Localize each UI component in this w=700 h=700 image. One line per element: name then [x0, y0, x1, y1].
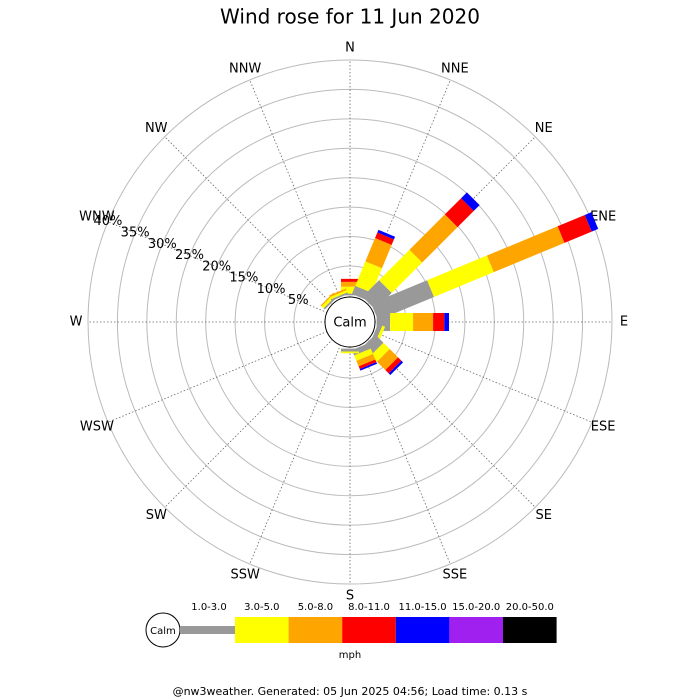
bar-segment: [377, 349, 399, 371]
legend-swatch: [449, 617, 503, 643]
spoke: [164, 136, 351, 323]
bar-segment: [433, 313, 445, 331]
bar-segment: [341, 281, 359, 287]
direction-label: NE: [535, 121, 553, 136]
spoke: [349, 321, 536, 508]
bar-segment: [341, 348, 359, 352]
spoke: [164, 321, 351, 508]
legend-label: 8.0-11.0: [348, 602, 390, 613]
bar-segment: [388, 360, 404, 376]
grid: N NNE NE ENE E ESE SE SSE S SSW SW WSW W WNW NW NNW 5%10…: [70, 41, 629, 604]
direction-label: SSW: [230, 568, 260, 583]
r-tick-label: 10%: [257, 282, 286, 297]
spoke: [107, 221, 351, 323]
legend-label: 1.0-3.0: [191, 602, 226, 613]
bar-segment: [341, 351, 359, 354]
legend-swatch: [235, 617, 289, 643]
bar-segment: [486, 226, 565, 273]
bar-segment: [371, 280, 435, 321]
bar-segment: [330, 292, 349, 301]
direction-label: NNE: [441, 61, 469, 76]
bar-segment: [329, 288, 347, 298]
bar-segment: [413, 313, 434, 331]
bar-segment: [354, 348, 373, 361]
r-tick-label: 5%: [288, 293, 309, 308]
bar-segment: [358, 359, 377, 370]
bar-segment: [390, 313, 414, 331]
r-tick-label: 20%: [202, 259, 231, 274]
bar-segment: [461, 192, 480, 211]
bar-segment: [370, 342, 390, 362]
direction-label: W: [70, 315, 83, 330]
bar-segment: [409, 214, 458, 263]
grid-ring: [87, 59, 613, 585]
spoke: [249, 79, 351, 323]
bar-segment: [444, 198, 474, 228]
bar-segment: [557, 214, 592, 243]
legend-swatch: [180, 626, 235, 634]
legend-label: 5.0-8.0: [298, 602, 333, 613]
bar-segment: [341, 278, 359, 282]
chart-title: Wind rose for 11 Jun 2020: [220, 5, 480, 29]
bar-segment: [362, 280, 392, 310]
spoke: [249, 321, 351, 565]
direction-label: WNW: [79, 210, 115, 225]
calm-circle: [324, 296, 376, 348]
bar-segment: [359, 362, 378, 371]
bar-segment: [377, 229, 396, 240]
direction-label: ENE: [590, 210, 616, 225]
direction-label: SW: [146, 508, 167, 523]
grid-ring: [175, 147, 525, 497]
bar-segment: [365, 237, 392, 269]
unit-label: mph: [339, 650, 361, 661]
legend-label: 15.0-20.0: [452, 602, 500, 613]
r-tick-label: 30%: [148, 237, 177, 252]
spoke: [349, 321, 451, 565]
r-tick-label: 40%: [93, 214, 122, 229]
legend-swatch: [503, 617, 557, 643]
direction-label: ESE: [591, 419, 616, 434]
legend-swatch: [288, 617, 343, 643]
bar-segment: [329, 290, 348, 300]
direction-label: SSE: [442, 568, 467, 583]
bar-segment: [444, 313, 449, 331]
spoke: [349, 79, 451, 323]
bar-segment: [379, 249, 423, 293]
legend-label: 20.0-50.0: [506, 602, 554, 613]
bar-segment: [355, 261, 383, 293]
legend-swatch: [395, 617, 450, 643]
bar-segment: [356, 354, 376, 367]
footer: @nw3weather. Generated: 05 Jun 2025 04:5…: [173, 685, 528, 698]
grid-ring: [116, 88, 584, 556]
direction-label: NNW: [229, 61, 261, 76]
r-tick-label: 25%: [175, 248, 204, 263]
r-tick-label: 15%: [229, 271, 258, 286]
bar-segment: [427, 255, 494, 297]
r-tick-label: 35%: [121, 225, 150, 240]
spoke: [349, 321, 593, 423]
bar-segment: [584, 212, 599, 232]
direction-label: S: [346, 589, 354, 604]
legend-label: 11.0-15.0: [399, 602, 447, 613]
legend-label: 3.0-5.0: [244, 602, 279, 613]
direction-label: SE: [536, 508, 552, 523]
legend-swatch: [342, 617, 396, 643]
direction-label: N: [345, 41, 355, 56]
direction-label: E: [620, 315, 628, 330]
grid-ring: [234, 206, 466, 438]
bars: [320, 192, 599, 376]
legend: Calm mph 1.0-3.0 3.0-5.0 5.0-8.0 8.0-11.0 11…: [145, 602, 557, 661]
direction-label: NW: [145, 121, 168, 136]
legend-calm-label: Calm: [150, 626, 176, 637]
bar-segment: [375, 232, 394, 245]
spoke: [107, 321, 351, 423]
calm-label: Calm: [333, 316, 366, 331]
bar-segment: [385, 357, 402, 374]
direction-label: WSW: [80, 419, 114, 434]
